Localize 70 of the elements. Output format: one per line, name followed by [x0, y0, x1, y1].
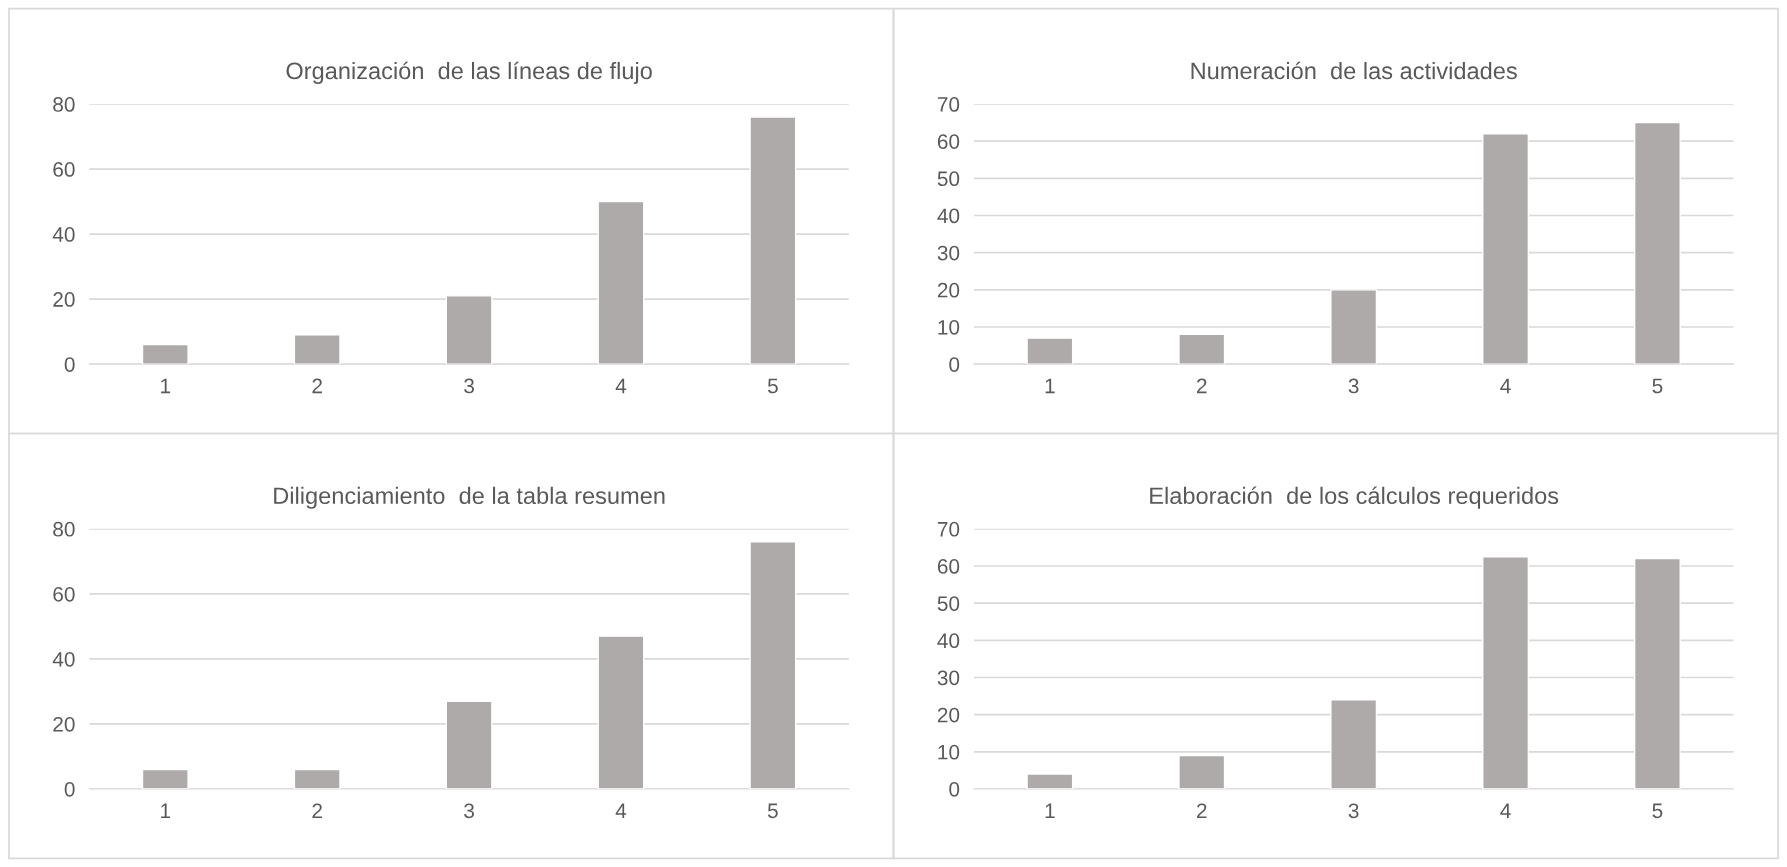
y-tick-label: 60 [937, 134, 960, 149]
x-tick-label: 5 [1652, 378, 1663, 394]
x-tick-label: 2 [1197, 803, 1207, 818]
y-tick-label: 80 [53, 521, 75, 537]
y-tick-label: 0 [949, 357, 960, 372]
y-tick-label: 60 [53, 586, 75, 602]
x-tick-label: 5 [1652, 803, 1663, 819]
y-tick-label: 40 [52, 227, 75, 242]
x-tick-label: 2 [312, 378, 322, 394]
x-tick-label: 3 [464, 803, 474, 819]
y-tick-label: 0 [949, 781, 960, 797]
x-tick-label: 1 [161, 378, 171, 394]
y-tick-label: 50 [937, 171, 960, 187]
y-tick-label: 0 [64, 357, 75, 372]
y-tick-label: 60 [937, 559, 960, 574]
y-tick-label: 60 [53, 162, 75, 177]
y-tick-label: 80 [53, 97, 75, 112]
bar [1482, 556, 1530, 789]
x-tick-label: 3 [1348, 803, 1359, 819]
y-tick-label: 70 [937, 521, 960, 537]
bar [141, 343, 189, 365]
bar [445, 700, 493, 789]
bar [293, 334, 341, 365]
x-tick-label: 1 [1045, 378, 1055, 394]
bar [1178, 333, 1226, 365]
x-tick-label: 4 [615, 803, 627, 818]
y-tick-label: 30 [937, 670, 960, 686]
chart-title: Numeración de las actividades [1191, 61, 1517, 80]
y-tick-label: 20 [937, 707, 960, 723]
x-tick-label: 5 [767, 803, 778, 819]
chart-title: Organización de las líneas de flujo [286, 61, 652, 84]
y-tick-label: 10 [938, 319, 960, 335]
x-tick-label: 1 [161, 803, 171, 818]
bar [445, 295, 493, 365]
y-tick-label: 10 [938, 744, 960, 760]
bar [1633, 121, 1681, 365]
x-tick-label: 4 [1500, 803, 1511, 818]
x-tick-label: 3 [464, 378, 474, 394]
bar [597, 635, 645, 789]
bar [1026, 337, 1074, 365]
x-tick-label: 5 [767, 378, 778, 394]
x-tick-label: 2 [1197, 378, 1207, 394]
x-tick-label: 4 [615, 378, 627, 394]
x-tick-label: 3 [1348, 378, 1359, 394]
chart-title: Diligenciamiento de la tabla resumen [274, 486, 665, 509]
y-tick-label: 40 [937, 208, 960, 224]
bar [749, 541, 797, 789]
x-tick-label: 4 [1500, 378, 1511, 394]
y-tick-label: 70 [937, 97, 960, 112]
chart-title: Elaboración de los cálculos requeridos [1150, 486, 1559, 509]
y-tick-label: 40 [937, 633, 960, 649]
bar [141, 768, 189, 789]
y-tick-label: 20 [937, 282, 960, 298]
bar [1482, 133, 1530, 365]
bar [597, 200, 645, 365]
bar [1633, 557, 1681, 789]
y-tick-label: 40 [52, 651, 75, 667]
bar [1026, 773, 1074, 789]
y-tick-label: 0 [64, 781, 75, 797]
bar [1330, 289, 1378, 365]
x-tick-label: 1 [1045, 803, 1055, 818]
y-tick-label: 50 [937, 596, 960, 611]
bar [1178, 754, 1226, 789]
y-tick-label: 30 [937, 245, 960, 261]
bar [1330, 699, 1378, 789]
bar [749, 116, 797, 365]
x-tick-label: 2 [312, 803, 322, 818]
y-tick-label: 20 [53, 292, 75, 307]
y-tick-label: 20 [53, 716, 75, 732]
bar [293, 768, 341, 789]
